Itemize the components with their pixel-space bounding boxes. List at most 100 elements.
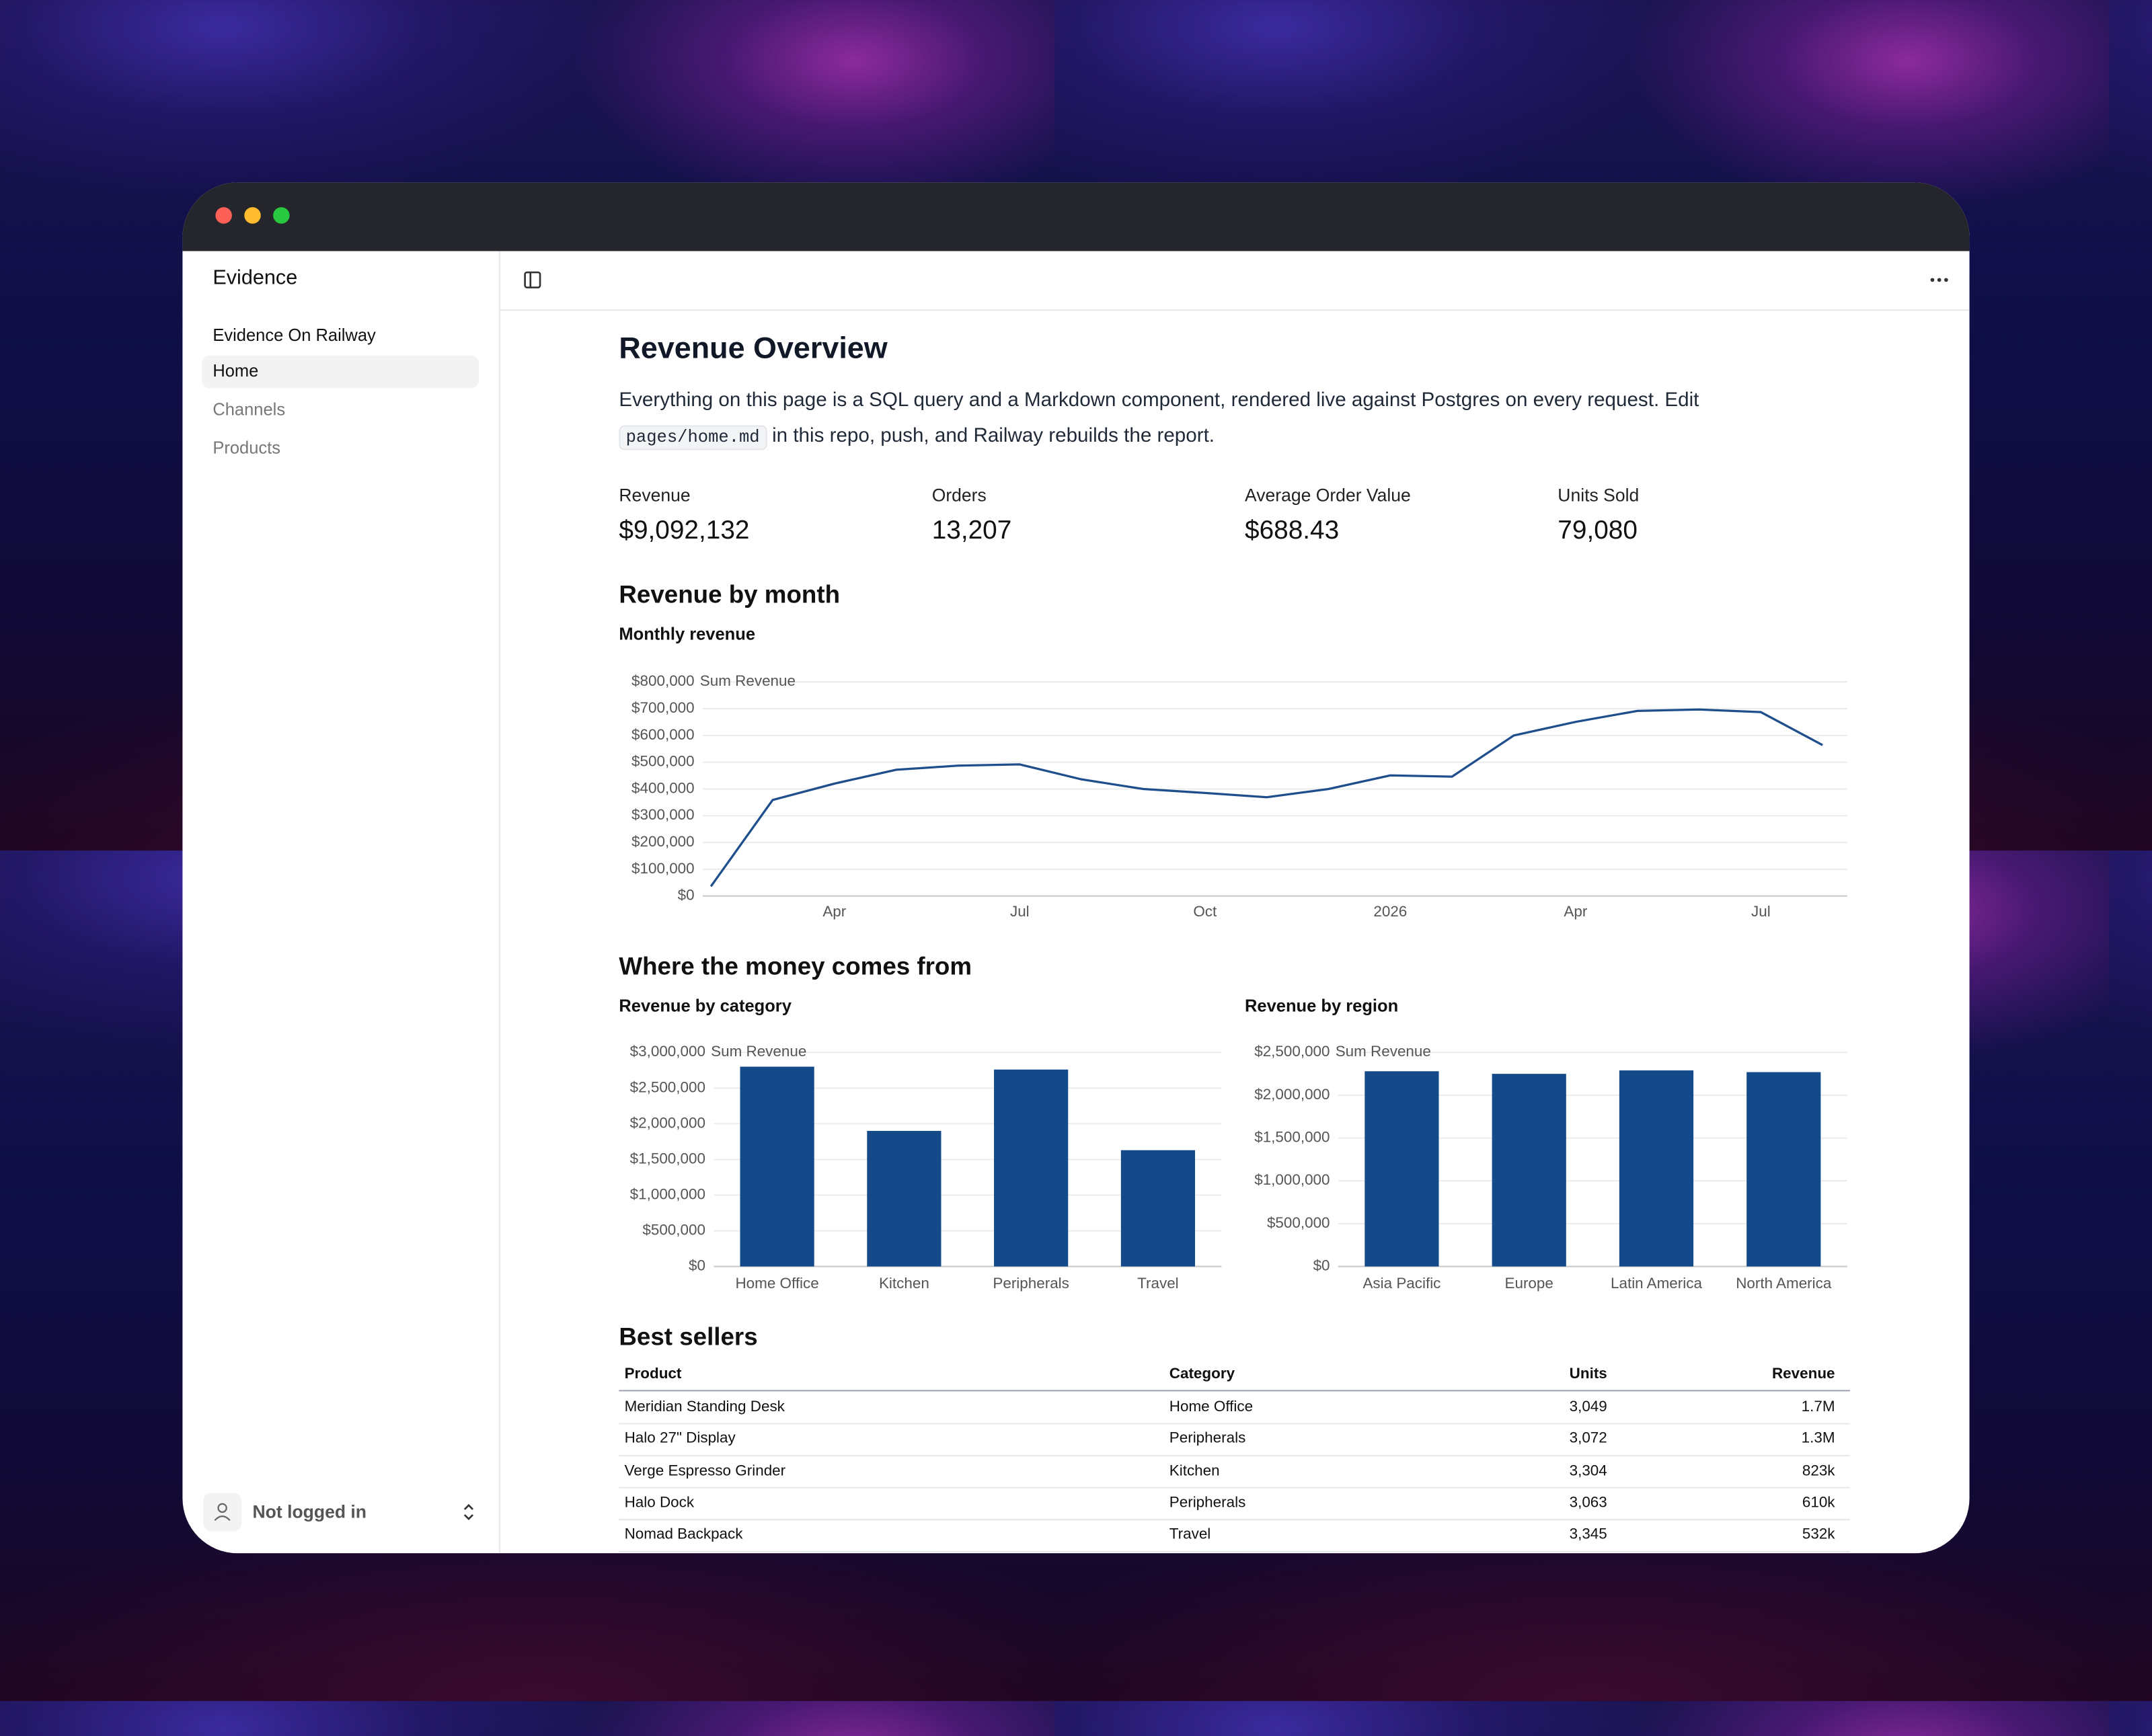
x-tick-label: Home Office bbox=[735, 1275, 818, 1292]
y-tick-label: $1,000,000 bbox=[1254, 1171, 1330, 1188]
table-cell: Halo Dock bbox=[624, 1495, 695, 1511]
y-tick-label: $1,500,000 bbox=[1254, 1129, 1330, 1146]
table-cell: 3,072 bbox=[1569, 1430, 1607, 1448]
intro-code: pages/home.md bbox=[619, 425, 767, 450]
y-tick-label: $2,000,000 bbox=[630, 1114, 705, 1131]
more-menu[interactable] bbox=[1930, 278, 1948, 282]
nav-section: Evidence On Railway bbox=[213, 325, 376, 346]
user-menu-chevron[interactable] bbox=[463, 1503, 473, 1521]
table-header: Units bbox=[1569, 1366, 1607, 1382]
table-cell: Halo 27" Display bbox=[624, 1430, 736, 1448]
user-avatar[interactable] bbox=[203, 1493, 242, 1532]
bar bbox=[1746, 1072, 1821, 1267]
minimize-button[interactable] bbox=[244, 207, 261, 224]
axis-label: Sum Revenue bbox=[1336, 1043, 1431, 1060]
kpi-label: Units Sold bbox=[1558, 484, 1640, 506]
x-tick-label: 2026 bbox=[1373, 903, 1407, 920]
nav-item[interactable]: Channels bbox=[213, 399, 286, 420]
bar bbox=[1365, 1071, 1439, 1267]
y-tick-label: $500,000 bbox=[642, 1222, 705, 1238]
table-cell: Peripherals bbox=[1169, 1495, 1246, 1511]
y-tick-label: $700,000 bbox=[631, 699, 695, 716]
intro-paragraph: Everything on this page is a SQL query a… bbox=[619, 383, 1771, 455]
bar bbox=[1120, 1150, 1196, 1267]
y-tick-label: $400,000 bbox=[631, 779, 695, 796]
axis-label: Sum Revenue bbox=[711, 1043, 806, 1060]
table-cell: 1.7M bbox=[1801, 1398, 1835, 1415]
chart-title: Revenue by category bbox=[619, 997, 792, 1016]
x-tick-label: Jul bbox=[1010, 903, 1030, 920]
table-cell: Kitchen bbox=[1169, 1462, 1220, 1479]
table-cell: 3,345 bbox=[1569, 1526, 1607, 1544]
close-button[interactable] bbox=[215, 207, 232, 224]
x-tick-label: Travel bbox=[1137, 1275, 1179, 1292]
section-heading: Best sellers bbox=[619, 1323, 758, 1351]
title-bar bbox=[182, 182, 1970, 251]
table-cell: Home Office bbox=[1169, 1398, 1254, 1415]
y-tick-label: $0 bbox=[689, 1257, 705, 1274]
bar bbox=[740, 1066, 814, 1267]
x-tick-label: Apr bbox=[1564, 903, 1587, 920]
table-cell: 3,063 bbox=[1569, 1495, 1607, 1511]
x-tick-label: Apr bbox=[822, 903, 846, 920]
intro-text: in this repo, push, and Railway rebuilds… bbox=[766, 425, 1215, 448]
bar bbox=[1492, 1074, 1566, 1267]
x-tick-label: Peripherals bbox=[993, 1275, 1069, 1292]
table-cell: 3,304 bbox=[1569, 1462, 1607, 1479]
kpi-value: $9,092,132 bbox=[619, 516, 750, 546]
page-title: Revenue Overview bbox=[619, 330, 888, 365]
x-tick-label: North America bbox=[1736, 1275, 1832, 1292]
table-cell: Verge Espresso Grinder bbox=[624, 1462, 786, 1479]
nav-highlight bbox=[201, 355, 479, 389]
axis-label: Sum Revenue bbox=[700, 672, 796, 689]
table-header: Category bbox=[1169, 1366, 1235, 1382]
nav-item[interactable]: Home bbox=[213, 361, 259, 381]
kpi-value: 13,207 bbox=[931, 516, 1012, 546]
table-cell: Peripherals bbox=[1169, 1430, 1246, 1448]
x-tick-label: Europe bbox=[1505, 1275, 1553, 1292]
y-tick-label: $200,000 bbox=[631, 833, 695, 850]
kpi-value: $688.43 bbox=[1245, 516, 1340, 546]
app-name: Evidence bbox=[213, 266, 298, 290]
y-tick-label: $600,000 bbox=[631, 726, 695, 743]
intro-text: Everything on this page is a SQL query a… bbox=[619, 389, 1699, 412]
y-tick-label: $3,000,000 bbox=[630, 1043, 705, 1060]
nav-item[interactable]: Products bbox=[213, 438, 281, 458]
y-tick-label: $100,000 bbox=[631, 860, 695, 877]
y-tick-label: $1,500,000 bbox=[630, 1150, 705, 1167]
x-tick-label: Oct bbox=[1193, 903, 1217, 920]
table-cell: Meridian Standing Desk bbox=[624, 1398, 785, 1415]
y-tick-label: $500,000 bbox=[1267, 1214, 1330, 1231]
app-window bbox=[182, 182, 1970, 1554]
table-cell: 1.3M bbox=[1801, 1430, 1835, 1448]
y-tick-label: $800,000 bbox=[631, 672, 695, 689]
kpi-label: Revenue bbox=[619, 484, 691, 506]
bar bbox=[867, 1131, 942, 1267]
y-tick-label: $0 bbox=[1313, 1257, 1330, 1274]
y-tick-label: $2,000,000 bbox=[1254, 1086, 1330, 1103]
line-series bbox=[709, 708, 1823, 887]
table-cell: Nomad Backpack bbox=[624, 1526, 743, 1544]
table-cell: 532k bbox=[1802, 1526, 1835, 1544]
y-tick-label: $1,000,000 bbox=[630, 1185, 705, 1202]
table-cell: 823k bbox=[1802, 1462, 1835, 1479]
y-tick-label: $300,000 bbox=[631, 806, 695, 823]
chart-title: Monthly revenue bbox=[619, 625, 755, 644]
bar bbox=[994, 1069, 1069, 1267]
zoom-button[interactable] bbox=[273, 207, 290, 224]
x-tick-label: Latin America bbox=[1611, 1275, 1702, 1292]
table-header: Revenue bbox=[1771, 1366, 1835, 1382]
y-tick-label: $500,000 bbox=[631, 753, 695, 770]
table-cell: 610k bbox=[1802, 1495, 1835, 1511]
kpi-value: 79,080 bbox=[1558, 516, 1638, 546]
user-name[interactable]: Not logged in bbox=[252, 1501, 367, 1522]
table-header: Product bbox=[624, 1366, 682, 1382]
y-tick-label: $0 bbox=[678, 887, 695, 904]
sidebar-toggle[interactable] bbox=[524, 271, 541, 288]
y-tick-label: $2,500,000 bbox=[1254, 1043, 1330, 1060]
table-cell: Travel bbox=[1169, 1526, 1211, 1544]
section-heading: Revenue by month bbox=[619, 580, 841, 608]
chart-title: Revenue by region bbox=[1245, 997, 1398, 1016]
